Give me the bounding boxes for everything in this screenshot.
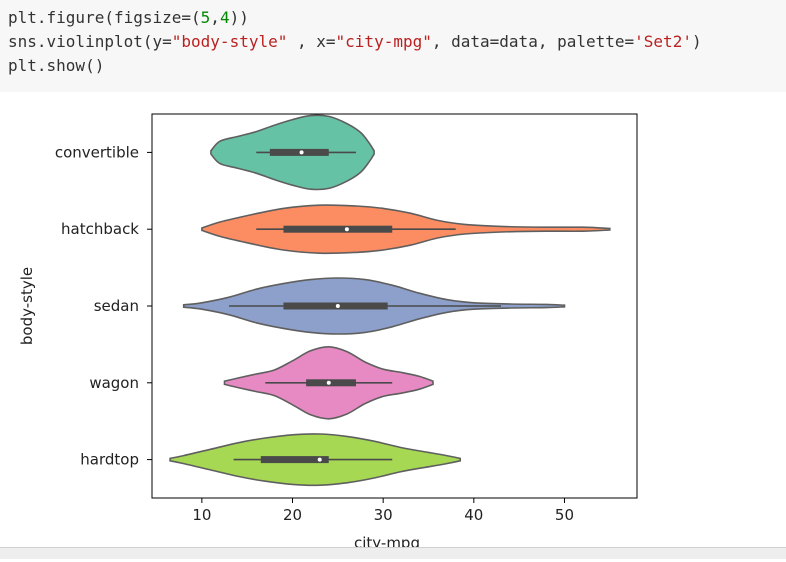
iqr-box-hatchback [283, 225, 393, 233]
x-tick-label: 20 [283, 506, 302, 524]
x-tick-label: 10 [192, 506, 211, 524]
y-axis-label: body-style [18, 267, 36, 345]
code-token: "body-style" [171, 32, 288, 51]
code-token: plt.figure(figsize=( [8, 8, 201, 27]
code-line-3: plt.show() [8, 54, 786, 78]
code-token: sns.violinplot(y= [8, 32, 172, 51]
code-token: , data=data, palette= [431, 32, 635, 51]
median-dot-sedan [335, 304, 340, 308]
iqr-box-hardtop [260, 456, 329, 464]
code-cell[interactable]: plt.figure(figsize=(5,4)) sns.violinplot… [0, 0, 786, 92]
iqr-box-convertible [269, 148, 329, 156]
code-line-2: sns.violinplot(y="body-style" , x="city-… [8, 30, 786, 54]
code-token: 5 [200, 8, 211, 27]
violin-chart: convertible hatchback sedan wagon hardtop 10 2… [18, 113, 638, 552]
code-token: plt.show() [8, 56, 105, 75]
cell-output: convertible hatchback sedan wagon hardtop 10 2… [0, 92, 786, 558]
y-tick-label-hatchback: hatchback [61, 220, 139, 238]
code-line-1: plt.figure(figsize=(5,4)) [8, 6, 786, 30]
y-tick-label-convertible: convertible [55, 143, 139, 161]
code-token: 'Set2' [634, 32, 692, 51]
y-tick-label-hardtop: hardtop [80, 451, 139, 469]
code-token: , [210, 8, 220, 27]
median-dot-wagon [326, 380, 331, 385]
code-token: ) [691, 32, 702, 51]
x-tick-label: 50 [555, 506, 574, 524]
code-token: 4 [219, 8, 230, 27]
median-dot-hardtop [317, 457, 322, 462]
code-token: , x= [287, 32, 336, 51]
code-token: "city-mpg" [335, 32, 432, 51]
iqr-box-sedan [283, 302, 388, 310]
scrollbar-strip[interactable] [0, 547, 786, 559]
y-tick-label-wagon: wagon [89, 374, 139, 392]
median-dot-convertible [299, 150, 304, 155]
x-tick-label: 30 [374, 506, 393, 524]
y-tick-label-sedan: sedan [94, 297, 139, 315]
x-tick-label: 40 [464, 506, 483, 524]
median-dot-hatchback [344, 227, 349, 232]
iqr-box-wagon [306, 379, 356, 387]
code-token: )) [229, 8, 249, 27]
